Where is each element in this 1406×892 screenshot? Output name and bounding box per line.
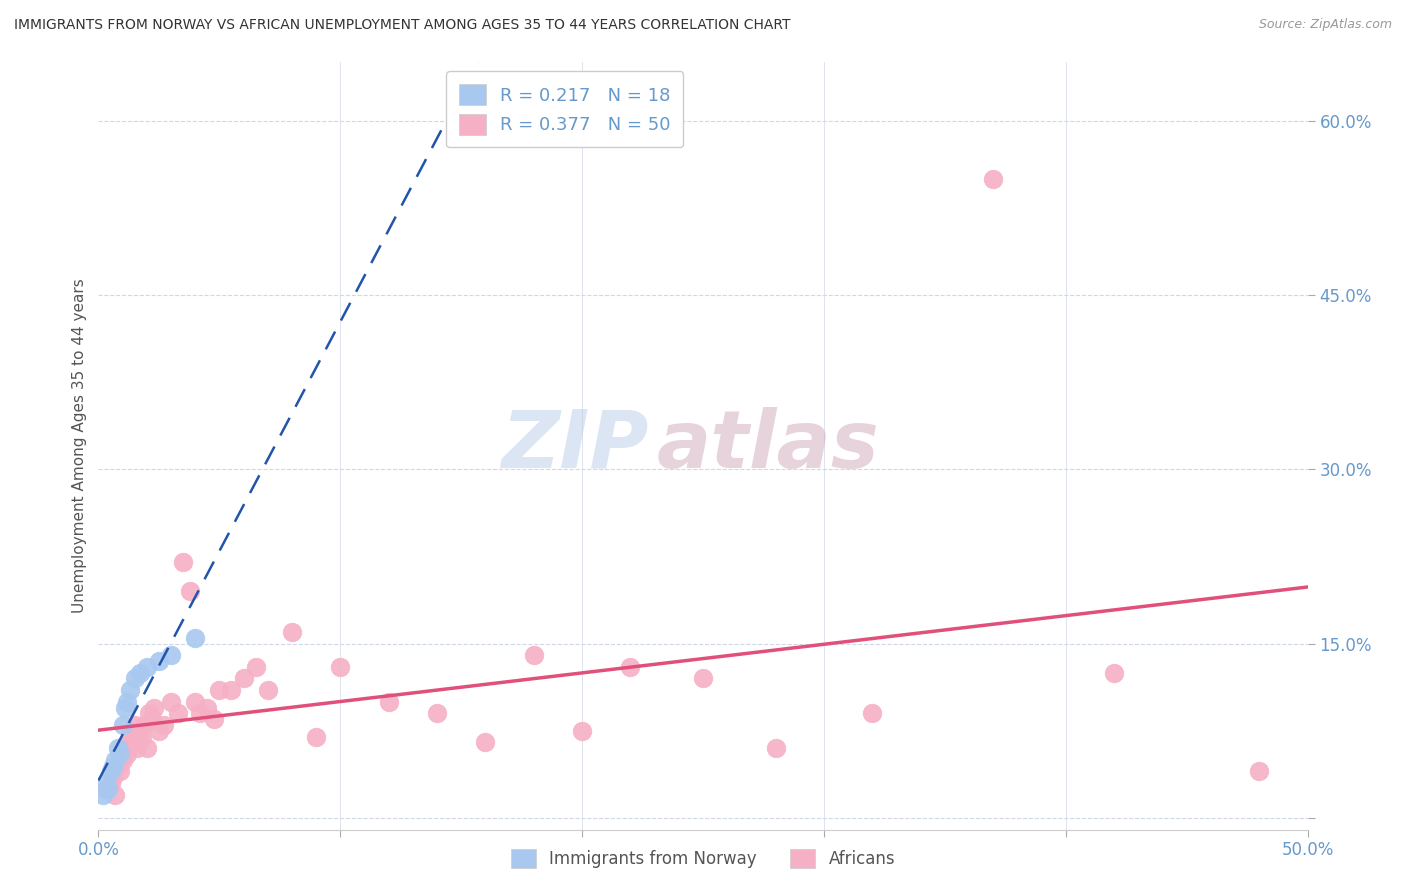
Point [860, 706, 883, 721]
Point [108, 764, 131, 779]
Point [94, 776, 117, 790]
Legend: R = 0.217   N = 18, R = 0.377   N = 50: R = 0.217 N = 18, R = 0.377 N = 50 [446, 71, 683, 147]
Point [256, 683, 278, 698]
Point [179, 584, 201, 599]
Point [204, 712, 226, 726]
Point [160, 648, 183, 663]
Point [1249, 764, 1271, 779]
Point [118, 730, 141, 744]
Point [101, 758, 124, 772]
Point [135, 741, 157, 756]
Point [121, 735, 143, 749]
Point [619, 660, 641, 674]
Point [1102, 665, 1125, 680]
Point [195, 700, 218, 714]
Point [104, 753, 127, 767]
Point [167, 706, 190, 721]
Point [114, 700, 136, 714]
Point [107, 758, 129, 772]
Point [135, 660, 157, 674]
Point [94, 781, 117, 796]
Point [152, 718, 174, 732]
Point [143, 700, 166, 714]
Point [221, 683, 243, 698]
Point [117, 747, 139, 761]
Point [377, 695, 399, 709]
Point [111, 753, 134, 767]
Point [245, 660, 267, 674]
Point [172, 555, 194, 569]
Point [188, 706, 211, 721]
Point [184, 695, 207, 709]
Point [232, 672, 254, 686]
Point [118, 683, 141, 698]
Point [97, 781, 120, 796]
Point [124, 672, 146, 686]
Point [127, 741, 149, 756]
Point [111, 718, 134, 732]
Point [208, 683, 231, 698]
Y-axis label: Unemployment Among Ages 35 to 44 years: Unemployment Among Ages 35 to 44 years [72, 278, 87, 614]
Point [981, 171, 1004, 186]
Point [571, 723, 593, 738]
Text: ZIP: ZIP [501, 407, 648, 485]
Point [141, 712, 163, 726]
Point [100, 764, 122, 779]
Point [134, 718, 156, 732]
Point [765, 741, 787, 756]
Point [474, 735, 496, 749]
Point [692, 672, 714, 686]
Text: Source: ZipAtlas.com: Source: ZipAtlas.com [1258, 18, 1392, 31]
Point [104, 788, 127, 802]
Text: IMMIGRANTS FROM NORWAY VS AFRICAN UNEMPLOYMENT AMONG AGES 35 TO 44 YEARS CORRELA: IMMIGRANTS FROM NORWAY VS AFRICAN UNEMPL… [14, 18, 790, 32]
Point [101, 770, 124, 784]
Point [184, 631, 207, 645]
Point [523, 648, 546, 663]
Point [281, 624, 304, 639]
Point [160, 695, 183, 709]
Text: atlas: atlas [657, 407, 880, 485]
Point [305, 730, 328, 744]
Point [148, 654, 170, 668]
Point [108, 747, 131, 761]
Point [138, 706, 160, 721]
Point [107, 741, 129, 756]
Point [124, 718, 146, 732]
Point [128, 723, 150, 738]
Legend: Immigrants from Norway, Africans: Immigrants from Norway, Africans [505, 843, 901, 875]
Point [114, 741, 136, 756]
Point [329, 660, 352, 674]
Point [131, 730, 153, 744]
Point [117, 695, 139, 709]
Point [100, 776, 122, 790]
Point [128, 665, 150, 680]
Point [148, 723, 170, 738]
Point [426, 706, 449, 721]
Point [91, 788, 114, 802]
